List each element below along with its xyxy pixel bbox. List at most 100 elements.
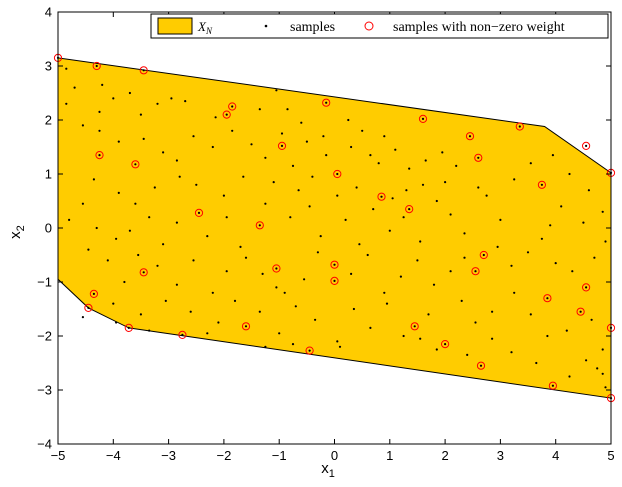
sample-point bbox=[65, 102, 68, 105]
sample-point bbox=[571, 270, 574, 273]
x-tick-label: −5 bbox=[51, 448, 66, 463]
weighted-sample-point bbox=[124, 323, 133, 332]
y-tick-label: −1 bbox=[37, 275, 52, 290]
x-tick-label: −4 bbox=[106, 448, 121, 463]
sample-point bbox=[81, 124, 84, 127]
weighted-sample-point bbox=[241, 322, 251, 331]
sample-point bbox=[162, 151, 165, 154]
sample-point bbox=[139, 313, 142, 316]
weighted-sample-dot bbox=[468, 135, 472, 138]
sample-point bbox=[258, 108, 261, 111]
sample-point bbox=[206, 235, 209, 238]
sample-point bbox=[604, 240, 607, 243]
weighted-samples-layer bbox=[53, 53, 616, 403]
y-tick-label: 1 bbox=[45, 167, 52, 182]
weighted-sample-dot bbox=[444, 343, 447, 346]
weighted-sample-point bbox=[92, 61, 101, 71]
x-tick-label: 1 bbox=[386, 448, 393, 463]
sample-point bbox=[308, 205, 311, 208]
weighted-sample-point bbox=[330, 260, 339, 269]
weighted-sample-point bbox=[474, 153, 483, 162]
weighted-sample-dot bbox=[479, 364, 483, 367]
sample-point bbox=[510, 264, 513, 267]
sample-point bbox=[383, 135, 386, 138]
sample-point bbox=[466, 353, 469, 356]
sample-point bbox=[463, 256, 466, 259]
sample-point bbox=[402, 216, 405, 219]
weighted-sample-point bbox=[476, 361, 486, 370]
sample-point bbox=[590, 318, 593, 321]
weighted-sample-point bbox=[582, 141, 591, 150]
weighted-sample-dot bbox=[333, 263, 336, 266]
weighted-sample-dot bbox=[482, 253, 485, 257]
sample-point bbox=[81, 316, 84, 319]
sample-point bbox=[604, 386, 607, 389]
sample-point bbox=[361, 129, 364, 132]
sample-point bbox=[184, 100, 187, 103]
weighted-sample-dot bbox=[477, 156, 480, 159]
weighted-sample-point bbox=[255, 221, 264, 230]
weighted-sample-point bbox=[479, 250, 488, 260]
sample-point bbox=[231, 129, 234, 132]
x-tick-label: −2 bbox=[216, 448, 231, 463]
sample-point bbox=[261, 272, 264, 275]
sample-point bbox=[377, 162, 380, 165]
weighted-sample-point bbox=[131, 160, 140, 169]
weighted-sample-point bbox=[537, 180, 547, 189]
sample-point bbox=[73, 86, 76, 89]
sample-point bbox=[601, 348, 604, 351]
x-tick-label: −3 bbox=[161, 448, 176, 463]
y-tick-label: 3 bbox=[45, 59, 52, 74]
sample-point bbox=[225, 270, 228, 273]
sample-point bbox=[336, 194, 339, 197]
sample-point bbox=[164, 299, 167, 302]
sample-point bbox=[419, 337, 422, 340]
sample-point bbox=[529, 162, 532, 165]
weighted-sample-dot bbox=[325, 101, 328, 104]
sample-point bbox=[211, 291, 214, 294]
sample-point bbox=[449, 270, 452, 273]
sample-point bbox=[128, 91, 131, 95]
weighted-sample-dot bbox=[540, 183, 544, 186]
weighted-sample-dot bbox=[579, 310, 582, 313]
sample-point bbox=[435, 348, 438, 351]
weighted-sample-dot bbox=[546, 297, 549, 300]
sample-point bbox=[460, 299, 463, 302]
weighted-sample-dot bbox=[142, 271, 145, 274]
sample-point bbox=[98, 129, 101, 132]
y-tick-label: 4 bbox=[45, 5, 52, 20]
sample-point bbox=[112, 302, 115, 305]
weighted-sample-point bbox=[139, 66, 148, 75]
weighted-sample-point bbox=[322, 98, 331, 107]
sample-point bbox=[587, 189, 591, 192]
weighted-sample-dot bbox=[551, 384, 555, 387]
sample-point bbox=[233, 299, 237, 302]
weighted-sample-dot bbox=[92, 292, 95, 295]
x-tick-label: 0 bbox=[331, 448, 338, 463]
sample-point bbox=[551, 154, 555, 157]
sample-point bbox=[358, 243, 361, 246]
sample-point bbox=[217, 321, 220, 324]
weighted-sample-point bbox=[194, 208, 204, 217]
sample-point bbox=[175, 159, 178, 162]
weighted-sample-point bbox=[305, 346, 314, 355]
weighted-sample-dot bbox=[421, 117, 425, 120]
y-tick-label: −3 bbox=[37, 383, 52, 398]
sample-point bbox=[585, 359, 588, 362]
weighted-sample-point bbox=[582, 283, 591, 292]
y-tick-label: 0 bbox=[45, 221, 52, 236]
weighted-sample-dot bbox=[280, 144, 284, 147]
weighted-sample-dot bbox=[231, 105, 234, 108]
sample-point bbox=[319, 235, 322, 238]
sample-point bbox=[192, 135, 195, 138]
legend-box bbox=[150, 13, 609, 39]
y-tick-label: 2 bbox=[45, 113, 52, 128]
sample-point bbox=[510, 351, 513, 354]
weighted-sample-dot bbox=[95, 64, 98, 68]
sample-point bbox=[444, 181, 447, 184]
x-tick-label: 5 bbox=[607, 448, 614, 463]
legend-samples-label: samples bbox=[290, 20, 335, 35]
sample-point bbox=[305, 140, 308, 143]
weighted-sample-dot bbox=[87, 306, 90, 309]
sample-point bbox=[123, 280, 126, 284]
